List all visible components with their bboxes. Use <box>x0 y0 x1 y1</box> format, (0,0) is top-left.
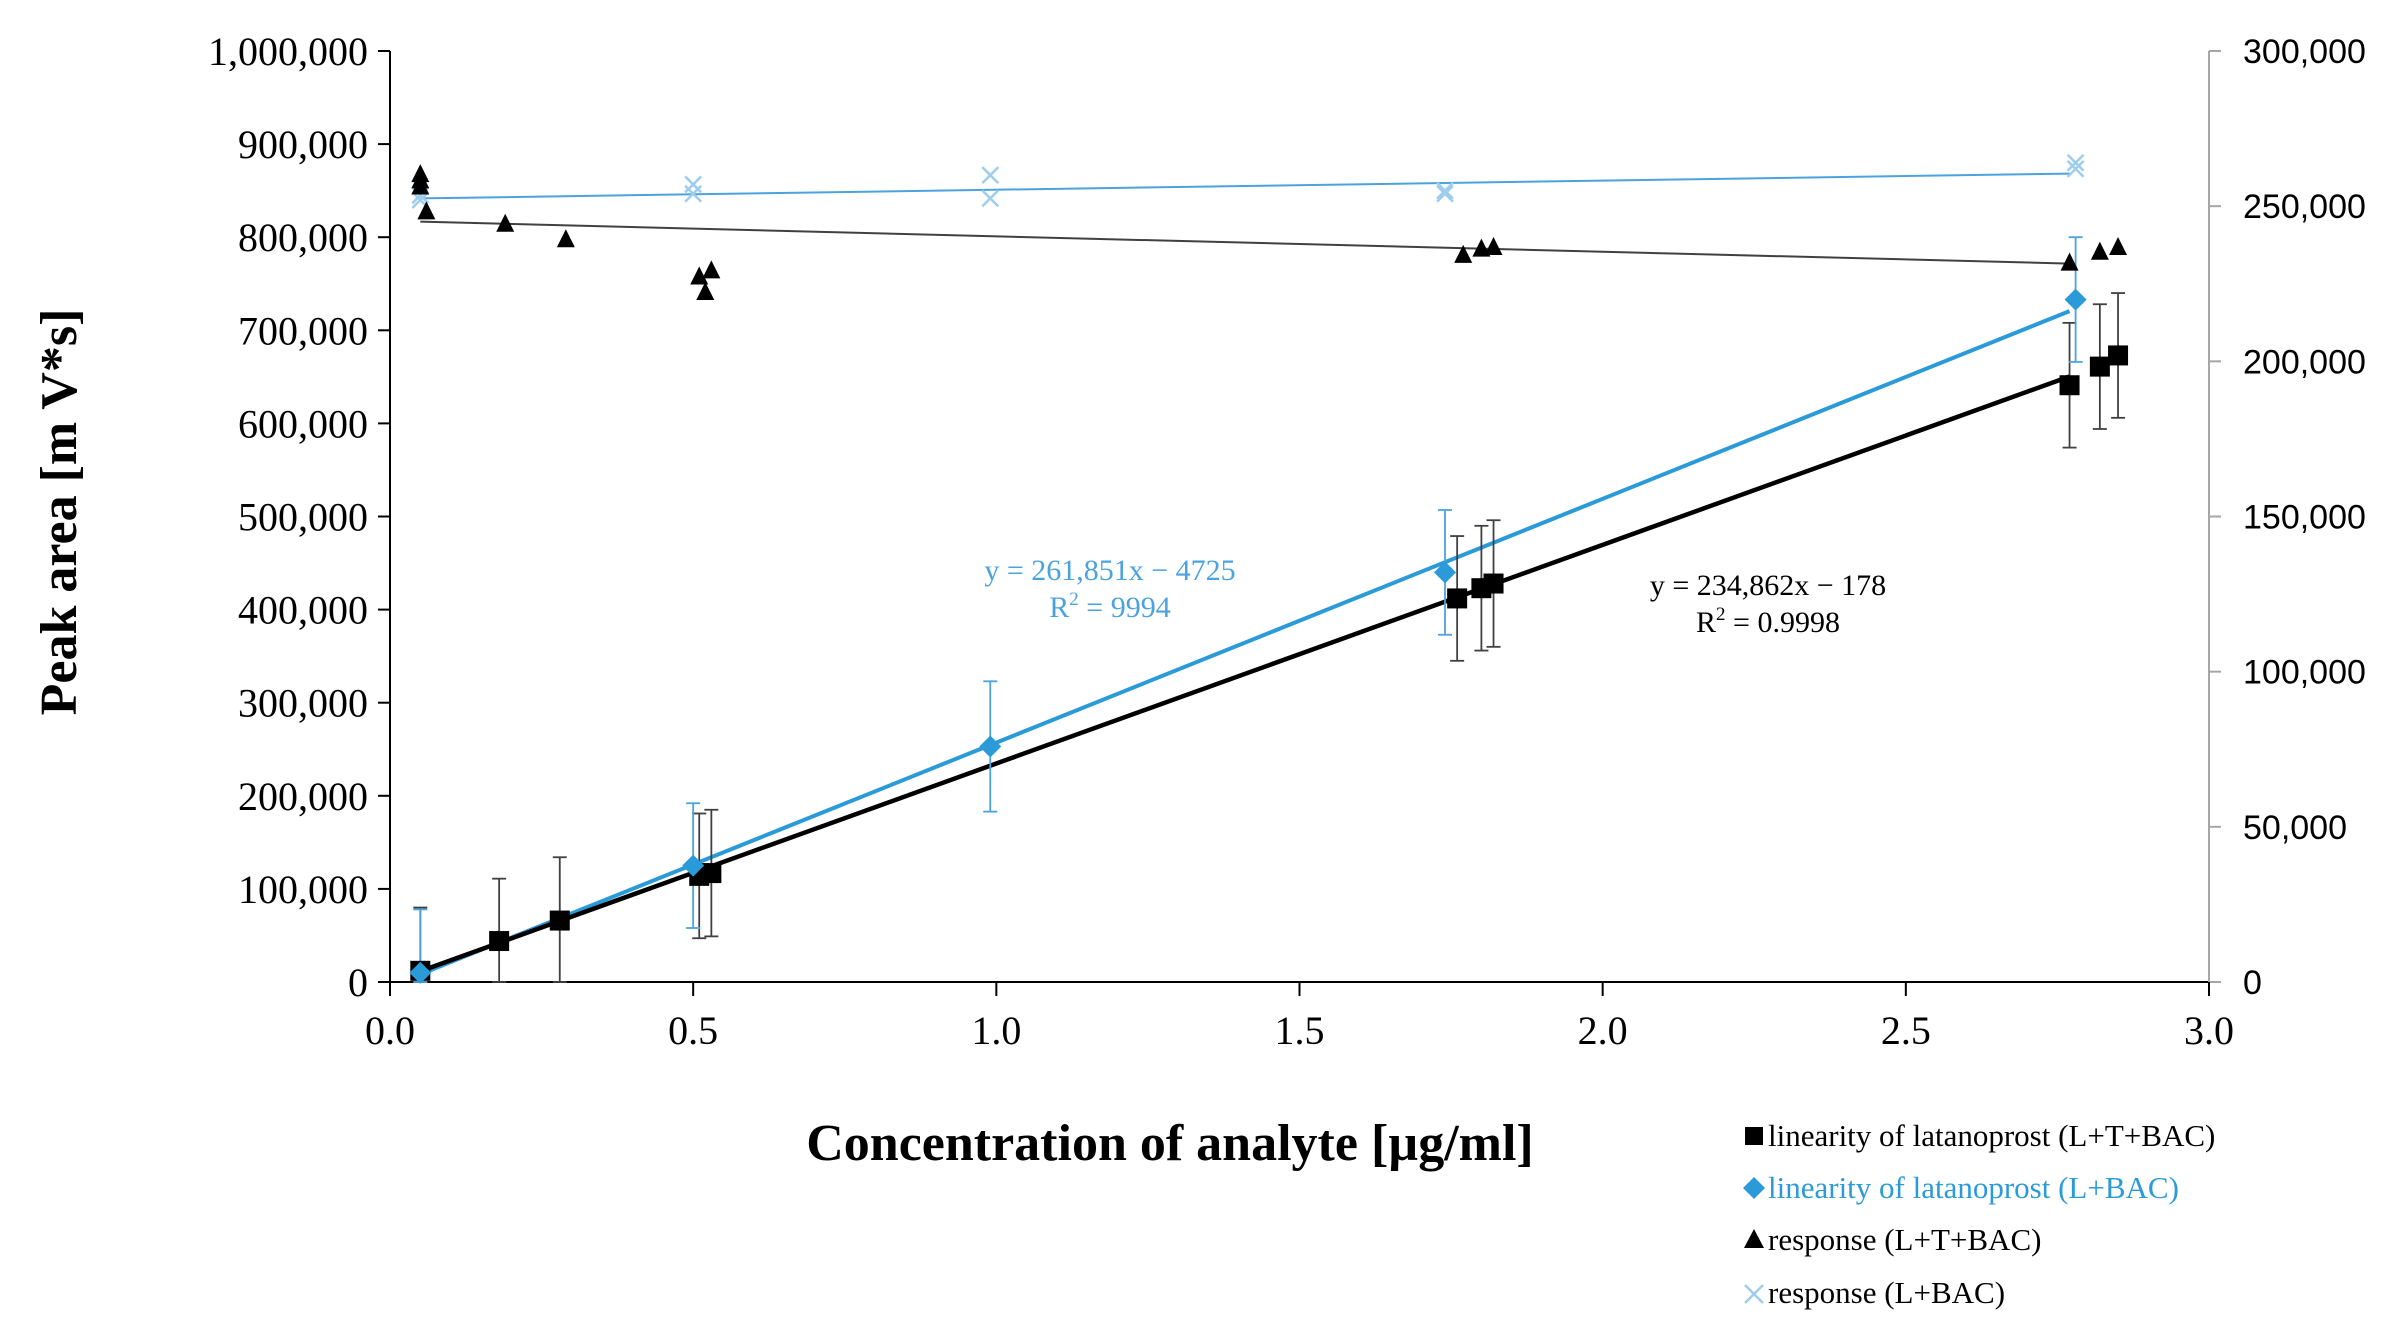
x-tick-label: 1.5 <box>1275 1008 1325 1053</box>
response-black-triangle-point <box>1484 237 1503 256</box>
y-left-tick-label: 800,000 <box>238 215 368 260</box>
linearity-black-square-point <box>489 931 510 952</box>
data-markers <box>409 153 2129 984</box>
linearity-blue-diamond-point <box>409 961 432 984</box>
legend-item-black-squares: linearity of latanoprost (L+T+BAC) <box>1745 1118 2215 1153</box>
y-left-tick-label: 300,000 <box>238 681 368 726</box>
legend-label: linearity of latanoprost (L+BAC) <box>1768 1170 2179 1205</box>
blue-r2-text: R2 = 9994 <box>1049 589 1170 624</box>
blue-equation-text: y = 261,851x − 4725 <box>984 554 1235 587</box>
response-blue-cross-point <box>1436 184 1454 203</box>
y-left-tick-label: 900,000 <box>238 122 368 167</box>
y-left-tick-label: 0 <box>348 960 368 1005</box>
y-left-tick-label: 700,000 <box>238 308 368 353</box>
black-r2-text: R2 = 0.9998 <box>1696 604 1840 639</box>
response-blue-cross-point <box>2066 153 2085 172</box>
linearity-blue-diamond-point <box>1434 561 1457 584</box>
legend-triangle-marker <box>1744 1229 1764 1248</box>
legend-cross-marker <box>1744 1284 1764 1304</box>
linearity-black-square-point <box>549 910 570 931</box>
linearity-blue-diamond-point <box>979 735 1002 758</box>
linearity-black-square-point <box>2059 375 2080 396</box>
r2-superscript: 2 <box>1069 589 1079 610</box>
response-blue-cross-point <box>981 166 1000 185</box>
response-black-triangle-point <box>1454 244 1473 263</box>
y-right-tick-label: 200,000 <box>2243 343 2366 381</box>
response-black-trendline <box>420 220 2070 265</box>
response-black-triangle-point <box>411 176 430 195</box>
response-blue-trendline <box>420 172 2070 200</box>
response-black-triangle-point <box>1472 238 1491 257</box>
response-blue-cross-point <box>1436 181 1454 200</box>
y-right-tick-label: 150,000 <box>2243 499 2366 537</box>
axes: 0 100,000 200,000 300,000 400,000 500,000 600,… <box>208 29 2366 1053</box>
r2-superscript: 2 <box>1716 604 1726 625</box>
y-right-tick-label: 100,000 <box>2243 654 2366 692</box>
y-left-tick-label: 600,000 <box>238 401 368 446</box>
response-blue-cross-point <box>2066 160 2085 178</box>
legend-diamond-marker <box>1743 1177 1765 1199</box>
response-blue-cross-point <box>684 175 703 194</box>
response-black-triangle-point <box>696 282 715 301</box>
legend-square-marker <box>1745 1127 1763 1145</box>
x-tick-label: 2.5 <box>1881 1008 1931 1053</box>
response-black-triangle-point <box>2060 252 2079 271</box>
legend-label: response (L+BAC) <box>1768 1275 2005 1310</box>
legend-item-blue-diamonds: linearity of latanoprost (L+BAC) <box>1743 1170 2179 1205</box>
y-left-tick-label: 100,000 <box>238 867 368 912</box>
x-tick-label: 0.5 <box>668 1008 718 1053</box>
black-r2-label: R <box>1696 606 1716 639</box>
x-tick-label: 0.0 <box>365 1008 415 1053</box>
response-black-triangle-point <box>556 229 575 248</box>
black-r2-value: = 0.9998 <box>1726 606 1840 639</box>
blue-r2-label: R <box>1049 591 1069 624</box>
legend: linearity of latanoprost (L+T+BAC) linea… <box>1743 1118 2215 1310</box>
response-black-triangle-point <box>702 260 721 279</box>
response-blue-cross-point <box>684 184 703 203</box>
response-black-triangle-point <box>2090 241 2109 260</box>
response-black-triangle-point <box>2109 237 2128 256</box>
legend-label: response (L+T+BAC) <box>1768 1222 2041 1257</box>
y-left-tick-label: 1,000,000 <box>208 29 368 74</box>
x-tick-label: 1.0 <box>971 1008 1021 1053</box>
blue-r2-value: = 9994 <box>1079 591 1171 624</box>
linearity-black-square-point <box>1483 573 1504 594</box>
linearity-blue-diamond-point <box>2064 288 2087 311</box>
legend-label: linearity of latanoprost (L+T+BAC) <box>1768 1118 2215 1153</box>
response-blue-cross-point <box>981 189 1000 208</box>
linearity-black-trendline <box>419 374 2071 974</box>
linearity-blue-diamond-point <box>682 854 705 877</box>
x-axis-title: Concentration of analyte [µg/ml] <box>806 1115 1534 1172</box>
black-equation: y = 234,862x − 178 R2 = 0.9998 <box>1650 569 1886 639</box>
blue-equation: y = 261,851x − 4725 R2 = 9994 <box>984 554 1235 624</box>
y-right-tick-label: 300,000 <box>2243 33 2366 71</box>
legend-item-blue-crosses: response (L+BAC) <box>1744 1275 2005 1310</box>
linearity-black-square-point <box>701 863 722 884</box>
y-left-tick-label: 200,000 <box>238 774 368 819</box>
error-bars <box>413 236 2126 983</box>
linearity-black-square-point <box>2108 345 2129 366</box>
x-tick-label: 2.0 <box>1578 1008 1628 1053</box>
response-black-triangle-point <box>496 213 515 232</box>
linearity-black-square-point <box>2089 356 2110 377</box>
y-right-tick-label: 50,000 <box>2243 809 2347 847</box>
y-right-tick-label: 250,000 <box>2243 188 2366 226</box>
y-left-tick-label: 500,000 <box>238 495 368 540</box>
y-left-tick-label: 400,000 <box>238 588 368 633</box>
linearity-blue-trendline <box>419 309 2071 977</box>
response-black-triangle-point <box>690 266 709 285</box>
linearity-black-square-point <box>1447 588 1468 609</box>
y-right-tick-label: 0 <box>2243 964 2262 1002</box>
x-tick-label: 3.0 <box>2184 1008 2234 1053</box>
y-axis-title: Peak area [m V*s] <box>31 309 88 716</box>
response-black-triangle-point <box>417 201 436 220</box>
legend-item-black-triangles: response (L+T+BAC) <box>1744 1222 2041 1257</box>
black-equation-text: y = 234,862x − 178 <box>1650 569 1886 602</box>
